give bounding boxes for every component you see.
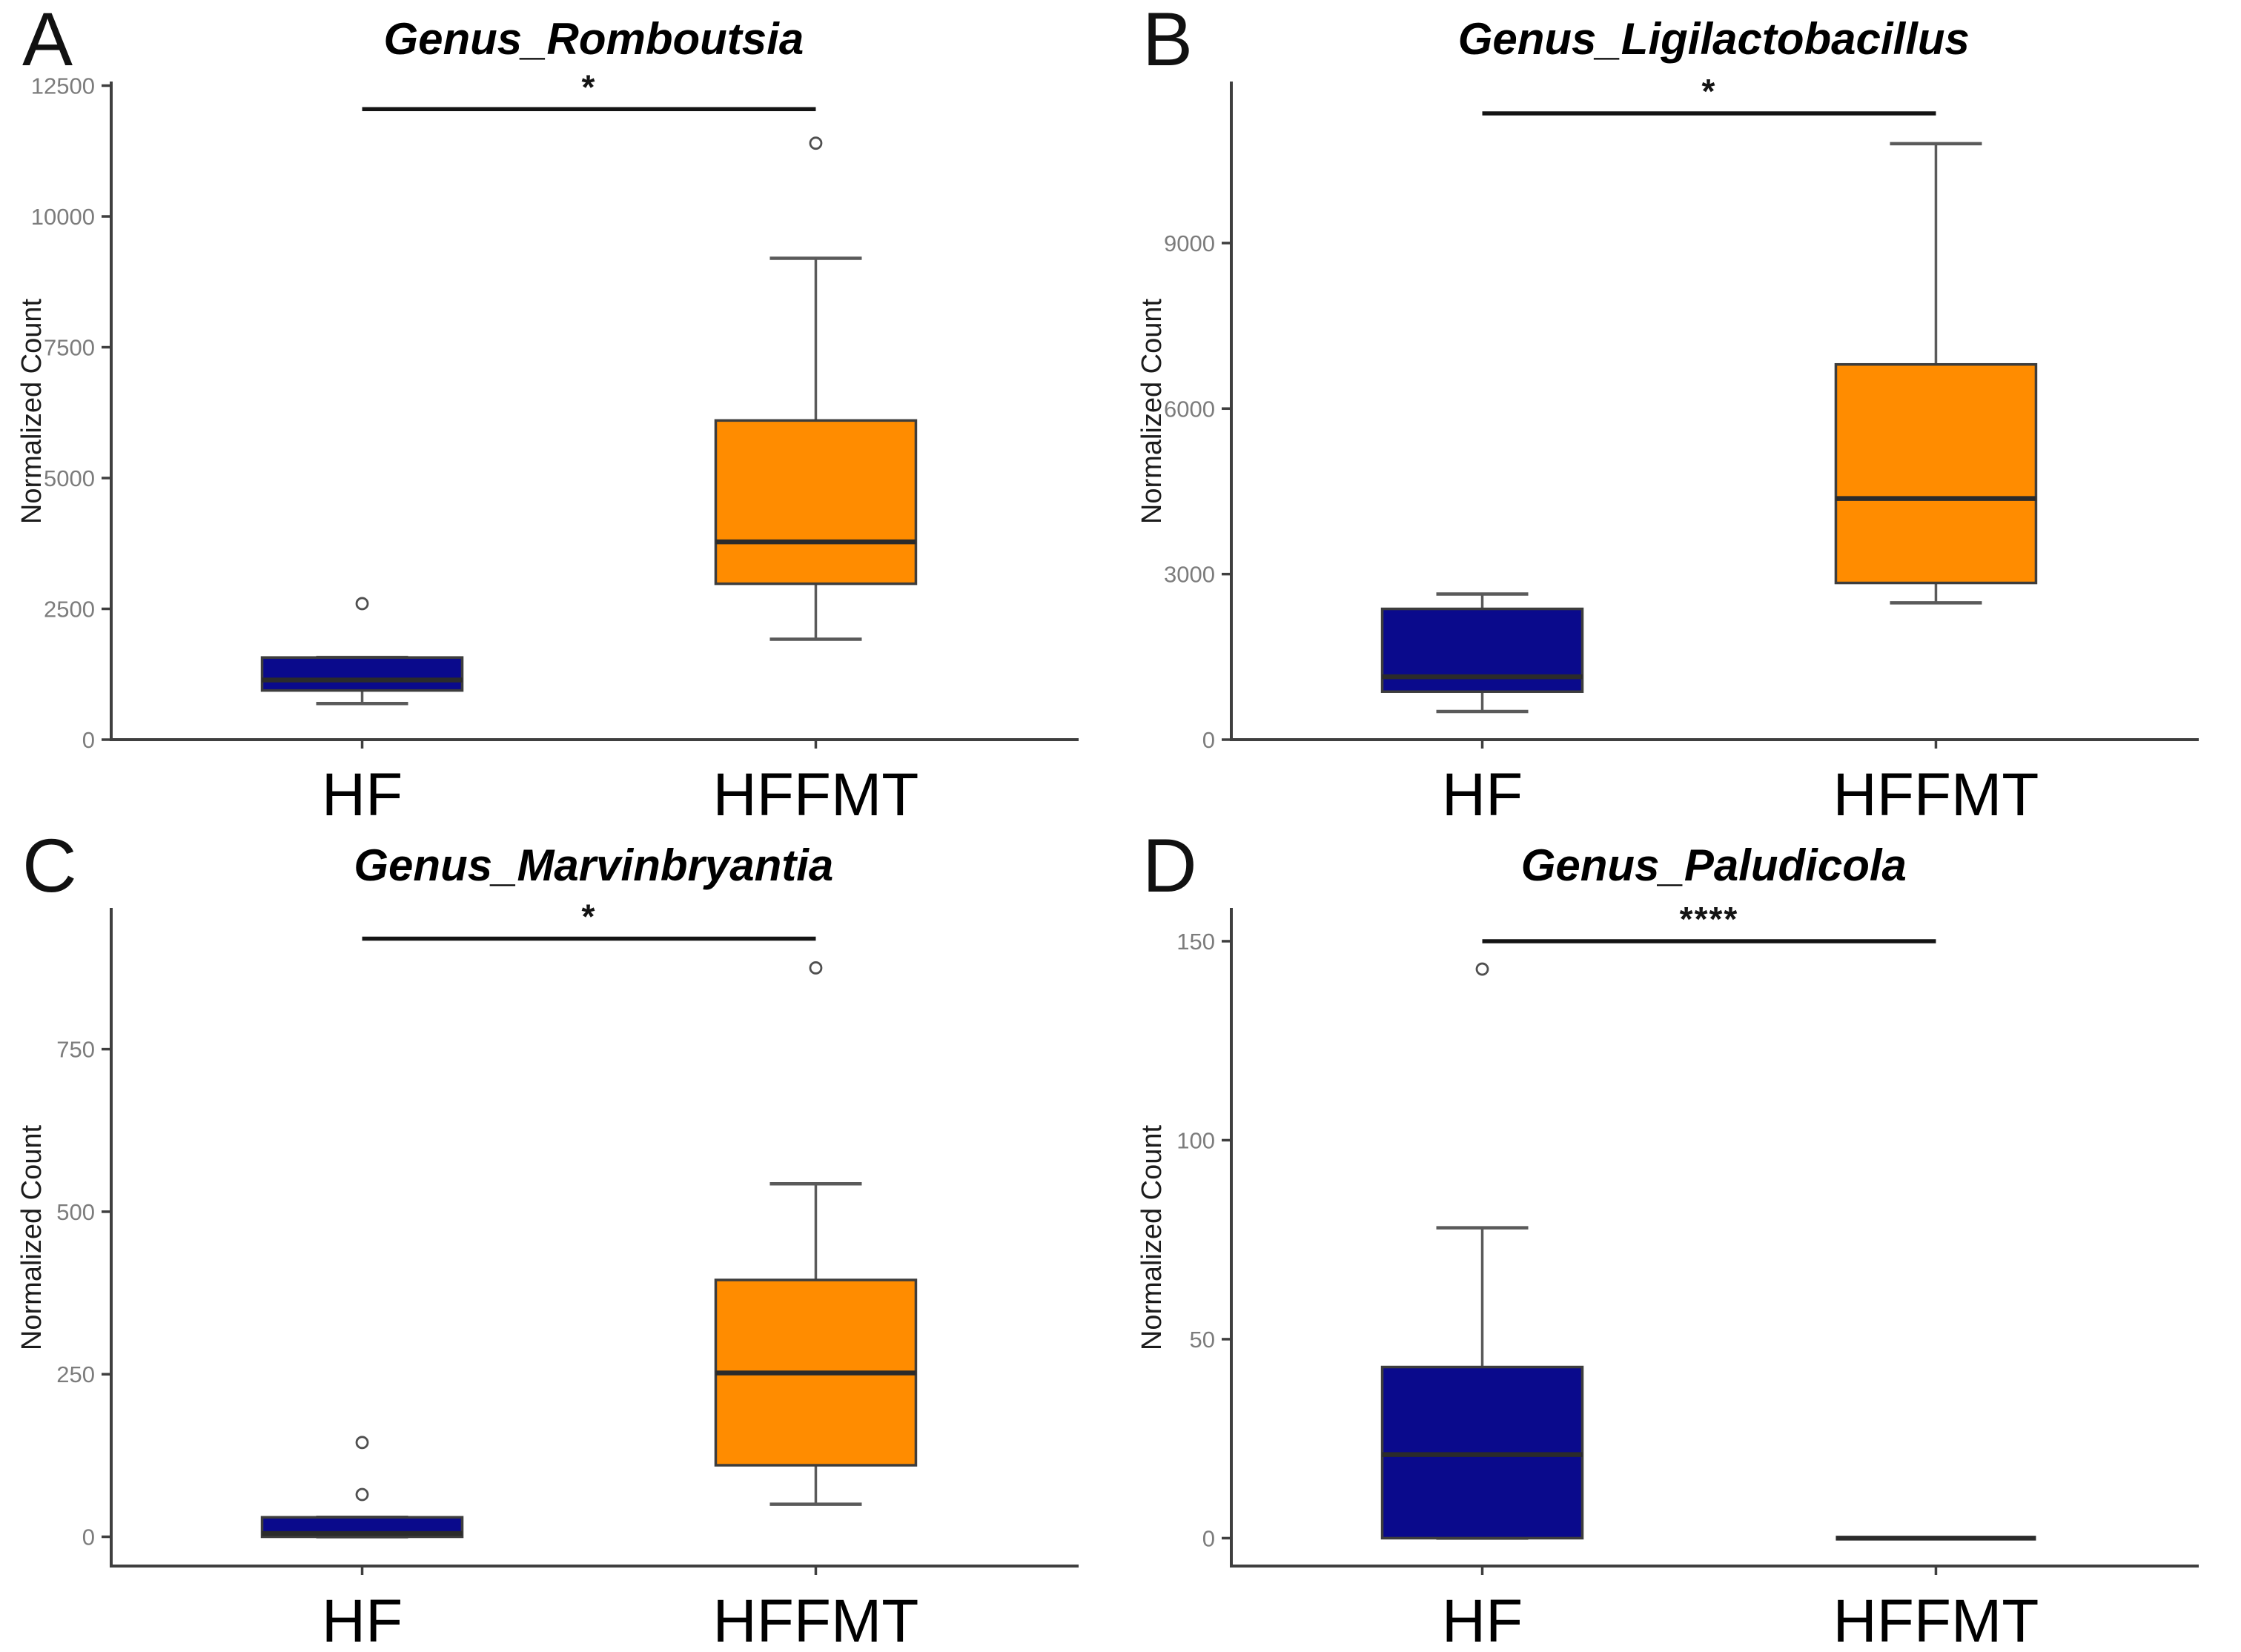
box-hf [1380,607,1584,693]
box-hffmt [1834,362,2038,585]
boxplot-chart: 0 2500 5000 7500 10000 12500 Normalized Count H… [16,67,1079,826]
x-category-label: HF [322,1588,403,1652]
y-axis-label: Normalized Count [1136,298,1168,524]
x-category-label: HFFMT [1833,761,2039,826]
x-category-label: HFFMT [713,761,919,826]
y-tick-label: 3000 [1164,562,1215,588]
outlier-point [355,1487,369,1501]
panel-b: B Genus_Ligilactobacillus 0 3000 6000 9000 N… [1120,0,2240,826]
boxplot-chart: 0 50 100 150 Normalized Count HF HFFMT **** [1136,899,2199,1652]
panel-letter: C [22,823,77,908]
y-tick-label: 0 [82,727,95,753]
y-tick-label: 7500 [44,335,95,361]
y-tick-label: 100 [1176,1127,1215,1153]
panel-title: Genus_Paludicola [1520,840,1907,890]
y-axis-label: Normalized Count [1136,1124,1168,1350]
panel-letter: B [1142,0,1194,82]
outlier-point [809,961,823,975]
outlier-point [809,136,823,150]
panel-title: Genus_Marvinbryantia [354,840,834,890]
outlier-point [355,597,369,611]
outlier-point [355,1435,369,1449]
y-axis-label: Normalized Count [16,298,47,524]
panel-title: Genus_Ligilactobacillus [1457,14,1970,64]
x-category-label: HFFMT [713,1588,919,1652]
significance-label: * [582,897,597,935]
y-tick-label: 9000 [1164,230,1215,256]
boxplot-chart: 0 3000 6000 9000 Normalized Count HF HFFMT * [1136,72,2199,826]
box-hffmt [714,419,918,586]
outlier-point [1475,962,1489,975]
significance-label: * [582,67,597,106]
box-hf [260,656,464,692]
y-tick-label: 10000 [31,204,95,230]
y-tick-label: 2500 [44,597,95,623]
significance-label: **** [1680,899,1739,938]
y-tick-label: 0 [82,1524,95,1550]
y-tick-label: 12500 [31,73,95,99]
panel-letter: D [1142,823,1197,908]
y-tick-label: 0 [1202,727,1215,753]
x-category-label: HFFMT [1833,1588,2039,1652]
y-tick-label: 500 [56,1198,95,1224]
panel-c: C Genus_Marvinbryantia 0 250 500 750 Normali… [0,826,1120,1652]
panel-d: D Genus_Paludicola 0 50 100 150 Normalized C… [1120,826,2240,1652]
x-category-label: HF [1442,761,1523,826]
panel-letter: A [22,0,73,82]
significance-label: * [1702,72,1717,110]
y-tick-label: 150 [1176,928,1215,954]
boxplot-chart: 0 250 500 750 Normalized Count HF HFFMT * [16,897,1079,1652]
x-category-label: HF [322,761,403,826]
panel-a: A Genus_Romboutsia 0 2500 5000 7500 10000 125… [0,0,1120,826]
x-category-label: HF [1442,1588,1523,1652]
panel-title: Genus_Romboutsia [383,14,804,64]
y-tick-label: 6000 [1164,396,1215,422]
y-tick-label: 750 [56,1036,95,1062]
y-axis-label: Normalized Count [16,1124,47,1350]
y-tick-label: 50 [1190,1326,1215,1352]
y-tick-label: 0 [1202,1525,1215,1551]
y-tick-label: 5000 [44,465,95,491]
y-tick-label: 250 [56,1361,95,1387]
